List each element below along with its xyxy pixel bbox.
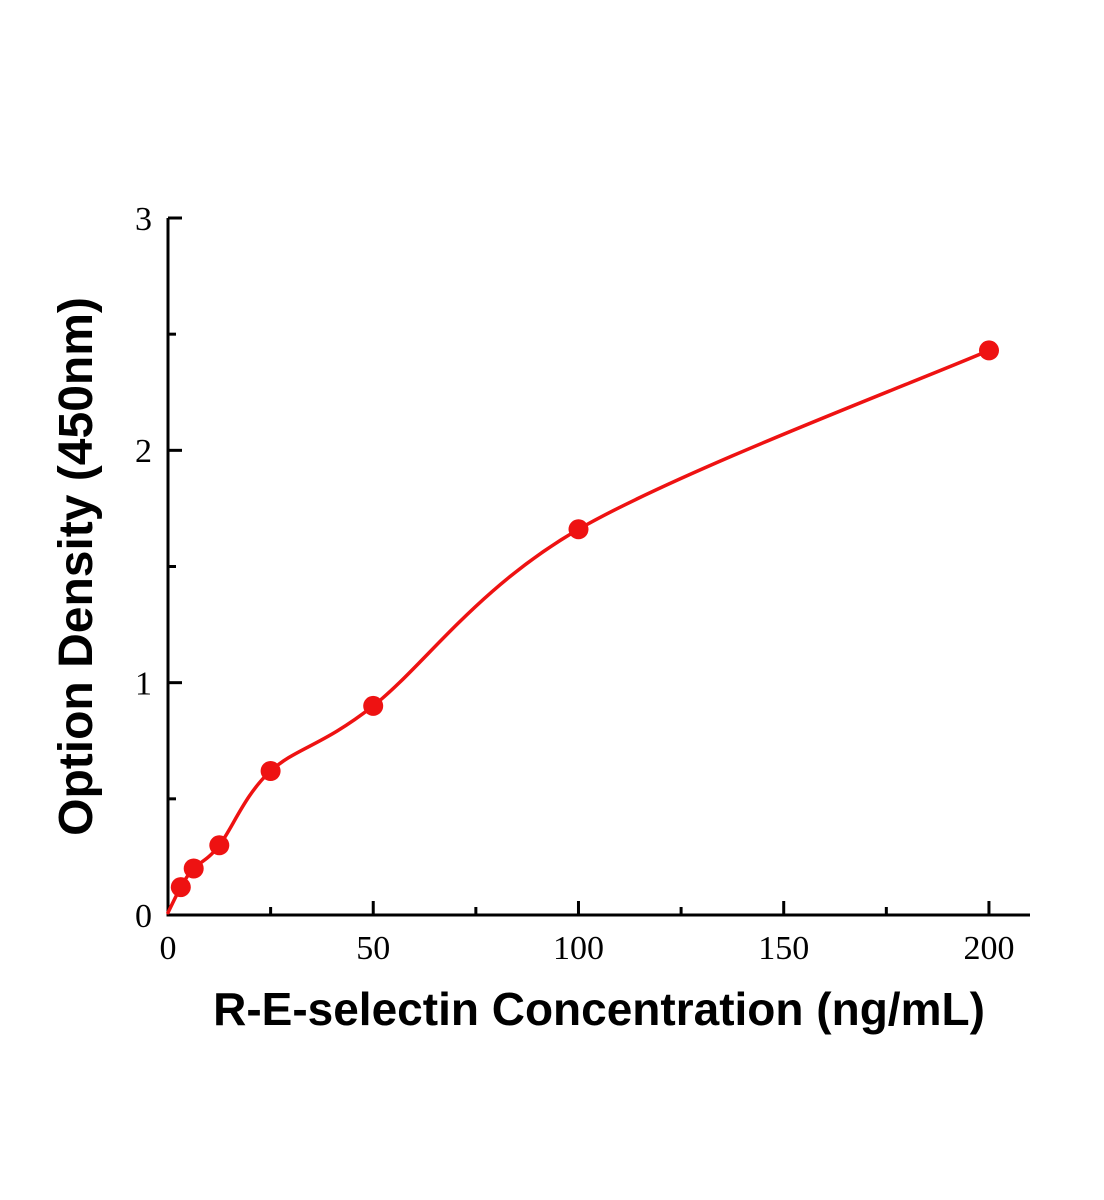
data-point (363, 695, 384, 716)
fit-curve (166, 348, 991, 915)
data-point (183, 858, 204, 879)
data-point (170, 877, 191, 898)
x-tick-label: 150 (758, 930, 809, 967)
y-tick-label: 2 (135, 433, 152, 470)
x-tick-label: 200 (963, 930, 1014, 967)
data-point (568, 519, 589, 540)
x-tick-label: 0 (160, 930, 177, 967)
data-point (209, 835, 230, 856)
x-tick-label: 50 (356, 930, 390, 967)
y-tick-label: 0 (135, 898, 152, 935)
data-point (260, 761, 281, 781)
data-point (979, 340, 999, 361)
x-axis-title: R-E-selectin Concentration (ng/mL) (213, 983, 985, 1035)
y-axis-title: Option Density (450nm) (50, 297, 103, 836)
y-tick-label: 1 (135, 666, 152, 703)
y-tick-label: 3 (135, 201, 152, 238)
x-tick-label: 100 (553, 930, 604, 967)
